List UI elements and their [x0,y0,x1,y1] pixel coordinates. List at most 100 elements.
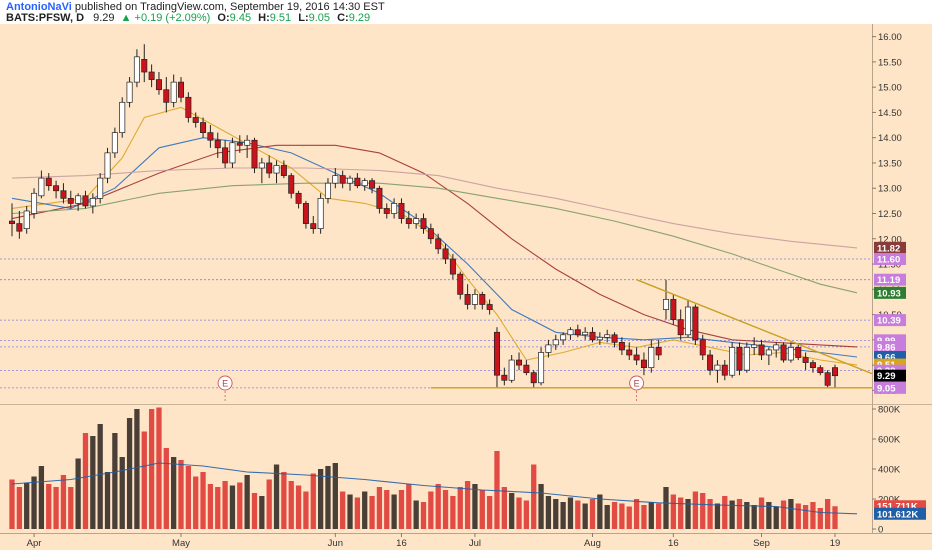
candle-body [486,304,493,310]
volume-bar [545,496,552,529]
candle-body [31,192,38,214]
volume-bar [626,506,632,529]
candle-body [111,132,118,154]
volume-bar [347,494,353,529]
author-name[interactable]: AntonioNaVi [6,1,72,13]
up-triangle-icon: ▲ [120,12,132,24]
candle-body [479,294,486,305]
candle-body [126,81,133,103]
volume-bar [163,448,169,529]
volume-bar [516,497,522,529]
candle-body [809,362,816,368]
earnings-marker-label: E [634,379,640,389]
time-tick-label: Jul [469,538,481,549]
candle-body [60,190,67,199]
time-tick-label: Sep [753,538,770,549]
volume-bar [178,460,184,529]
candle-body [104,152,111,179]
candle-body [75,195,82,204]
candle-body [501,374,508,381]
volume-bar [362,491,368,529]
candle-body [236,142,243,146]
candle-body [192,117,199,123]
high-value: 9.51 [269,12,292,24]
volume-bar [655,503,662,529]
candle-body [640,359,647,368]
volume-bar [472,484,478,529]
volume-bar [244,475,250,529]
volume-bar [450,496,456,529]
volume-bar [207,484,214,529]
candle-body [266,162,273,174]
volume-bar [134,409,140,529]
price-pane[interactable] [0,24,872,403]
volume-bar [148,409,155,529]
candle-body [567,329,574,336]
candle-body [148,71,155,80]
time-tick-label: 16 [396,538,407,549]
volume-bar [82,433,89,529]
volume-bar [604,505,610,529]
candle-body [773,344,780,351]
candle-body [582,331,589,336]
volume-bar [53,487,59,529]
volume-bar [825,499,831,529]
price-tag [874,252,906,265]
candle-body [596,336,603,341]
volume-bar [332,463,338,529]
volume-bar [523,500,530,529]
moving-average-line [11,462,858,515]
candle-body [589,331,596,341]
volume-bar [325,466,331,529]
candle-body [538,352,545,384]
volume-bar [24,482,30,529]
candle-body [200,122,207,133]
candle-body [383,208,390,214]
candle-body [280,165,287,176]
volume-tag-label: 151.711K [877,502,918,513]
candle-body [89,197,96,207]
time-tick-label: May [172,538,190,549]
volume-bar [464,481,471,529]
volume-bar [215,487,221,529]
candle-body [38,177,45,197]
price-tag-label: 11.60 [877,254,900,265]
symbol-label[interactable]: BATS:PFSW, D [6,12,85,24]
price-tag [874,241,906,254]
volume-bar [795,503,801,529]
candle-body [442,248,449,260]
price-tick-label: 14.50 [878,108,902,119]
candle-body [258,162,265,169]
volume-bar [171,457,177,529]
candle-body [545,344,552,353]
volume-bar [744,502,750,529]
candle-body [655,347,662,356]
volume-bar [266,479,272,529]
price-tick-label: 14.00 [878,133,902,144]
open-value: 9.45 [229,12,252,24]
volume-bar [141,431,147,529]
candle-body [471,294,478,305]
moving-average-line [11,182,858,294]
price-tag-label: 11.19 [877,275,900,286]
volume-bar [229,485,236,529]
volume-bar [700,493,706,529]
candle-body [780,344,787,361]
volume-bar [633,499,640,529]
price-tick-label: 13.50 [878,158,902,169]
candle-body [97,177,104,199]
volume-bar [369,496,375,529]
candle-body [611,334,618,343]
volume-bar [611,502,618,529]
low-label: L: [298,12,309,24]
volume-bar [193,476,199,529]
volume-bar [692,491,699,529]
volume-bar [810,502,816,529]
candle-body [618,342,625,351]
volume-bar [560,502,566,529]
volume-tick-label: 200K [878,495,901,506]
candle-body [449,258,456,275]
volume-bar [340,491,346,529]
volume-bar [486,496,493,529]
